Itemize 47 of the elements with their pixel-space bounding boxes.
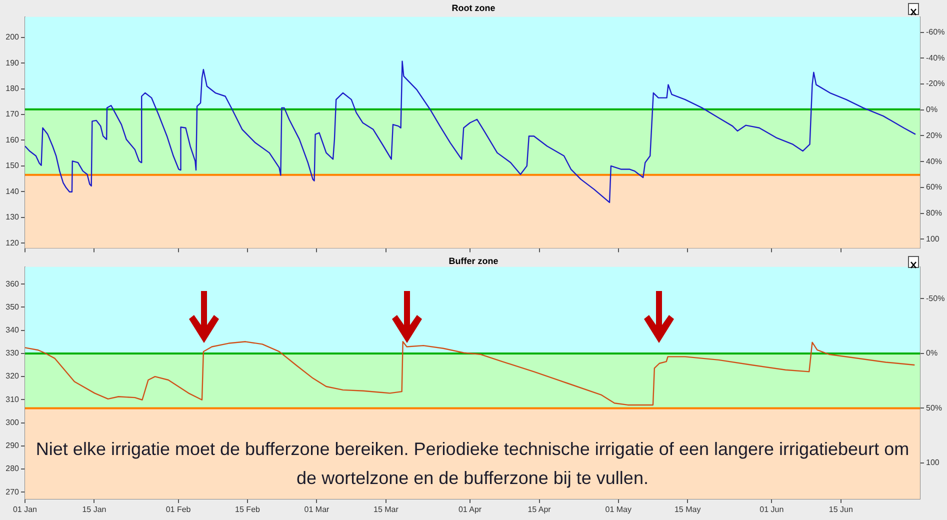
y2-tick-label: 80% — [926, 208, 942, 218]
x-tick-label: 15 Jun — [828, 505, 853, 514]
y2-tick-label: -60% — [926, 28, 945, 37]
y-tick-label: 300 — [6, 418, 20, 427]
y2-tick-label: 100 — [926, 458, 940, 468]
x-tick-label: 01 Apr — [458, 505, 482, 514]
x-tick-label: 01 Jan — [12, 505, 38, 514]
y2-tick-label: 0% — [926, 348, 938, 358]
x-tick-label: 01 Mar — [304, 505, 330, 514]
y-tick-label: 150 — [6, 161, 20, 170]
y-tick-label: 280 — [6, 464, 20, 474]
y-tick-label: 290 — [6, 441, 20, 450]
y2-tick-label: -20% — [926, 79, 945, 88]
y-tick-label: 120 — [6, 238, 20, 248]
y-tick-label: 140 — [6, 186, 20, 196]
chart-title: Root zone — [452, 2, 496, 13]
y-tick-label: 170 — [6, 110, 20, 119]
annotation: Niet elke irrigatie moet de bufferzone bereiken. Periodieke technische irrigatie of een langere irrigatiebeurt om de wortelzone en de bufferzone bij te vullen. — [34, 438, 910, 490]
x-tick-label: 15 Feb — [235, 505, 261, 514]
y-tick-label: 360 — [6, 279, 20, 288]
y2-tick-label: 60% — [926, 182, 942, 192]
x-tick-label: 01 Feb — [166, 505, 192, 514]
x-tick-label: 15 Mar — [374, 505, 399, 514]
y-tick-label: 190 — [6, 58, 20, 68]
x-tick-label: 01 May — [605, 505, 632, 514]
y2-tick-label: 40% — [926, 156, 942, 166]
y2-tick-label: -40% — [926, 53, 945, 62]
y2-tick-label: 20% — [926, 130, 942, 140]
x-tick-label: 15 Jan — [82, 505, 106, 514]
y2-tick-label: 100 — [926, 234, 940, 244]
x-tick-label: 15 May — [674, 505, 701, 514]
y2-tick-label: -50% — [926, 294, 945, 303]
y-tick-label: 330 — [6, 348, 20, 358]
x-tick-label: 01 Jun — [760, 505, 784, 514]
y-tick-label: 130 — [6, 212, 20, 222]
y-tick-label: 310 — [6, 394, 20, 404]
y2-tick-label: 50% — [926, 403, 942, 412]
chart-title: Buffer zone — [448, 256, 498, 266]
y-tick-label: 350 — [6, 302, 20, 312]
y-tick-label: 200 — [6, 32, 20, 42]
y-tick-label: 340 — [6, 326, 20, 335]
y-tick-label: 320 — [6, 372, 20, 381]
y-tick-label: 270 — [6, 487, 20, 496]
x-tick-label: 15 Apr — [528, 505, 552, 514]
y2-tick-label: 0% — [926, 105, 938, 114]
y-tick-label: 180 — [6, 84, 20, 93]
y-tick-label: 160 — [6, 135, 20, 144]
